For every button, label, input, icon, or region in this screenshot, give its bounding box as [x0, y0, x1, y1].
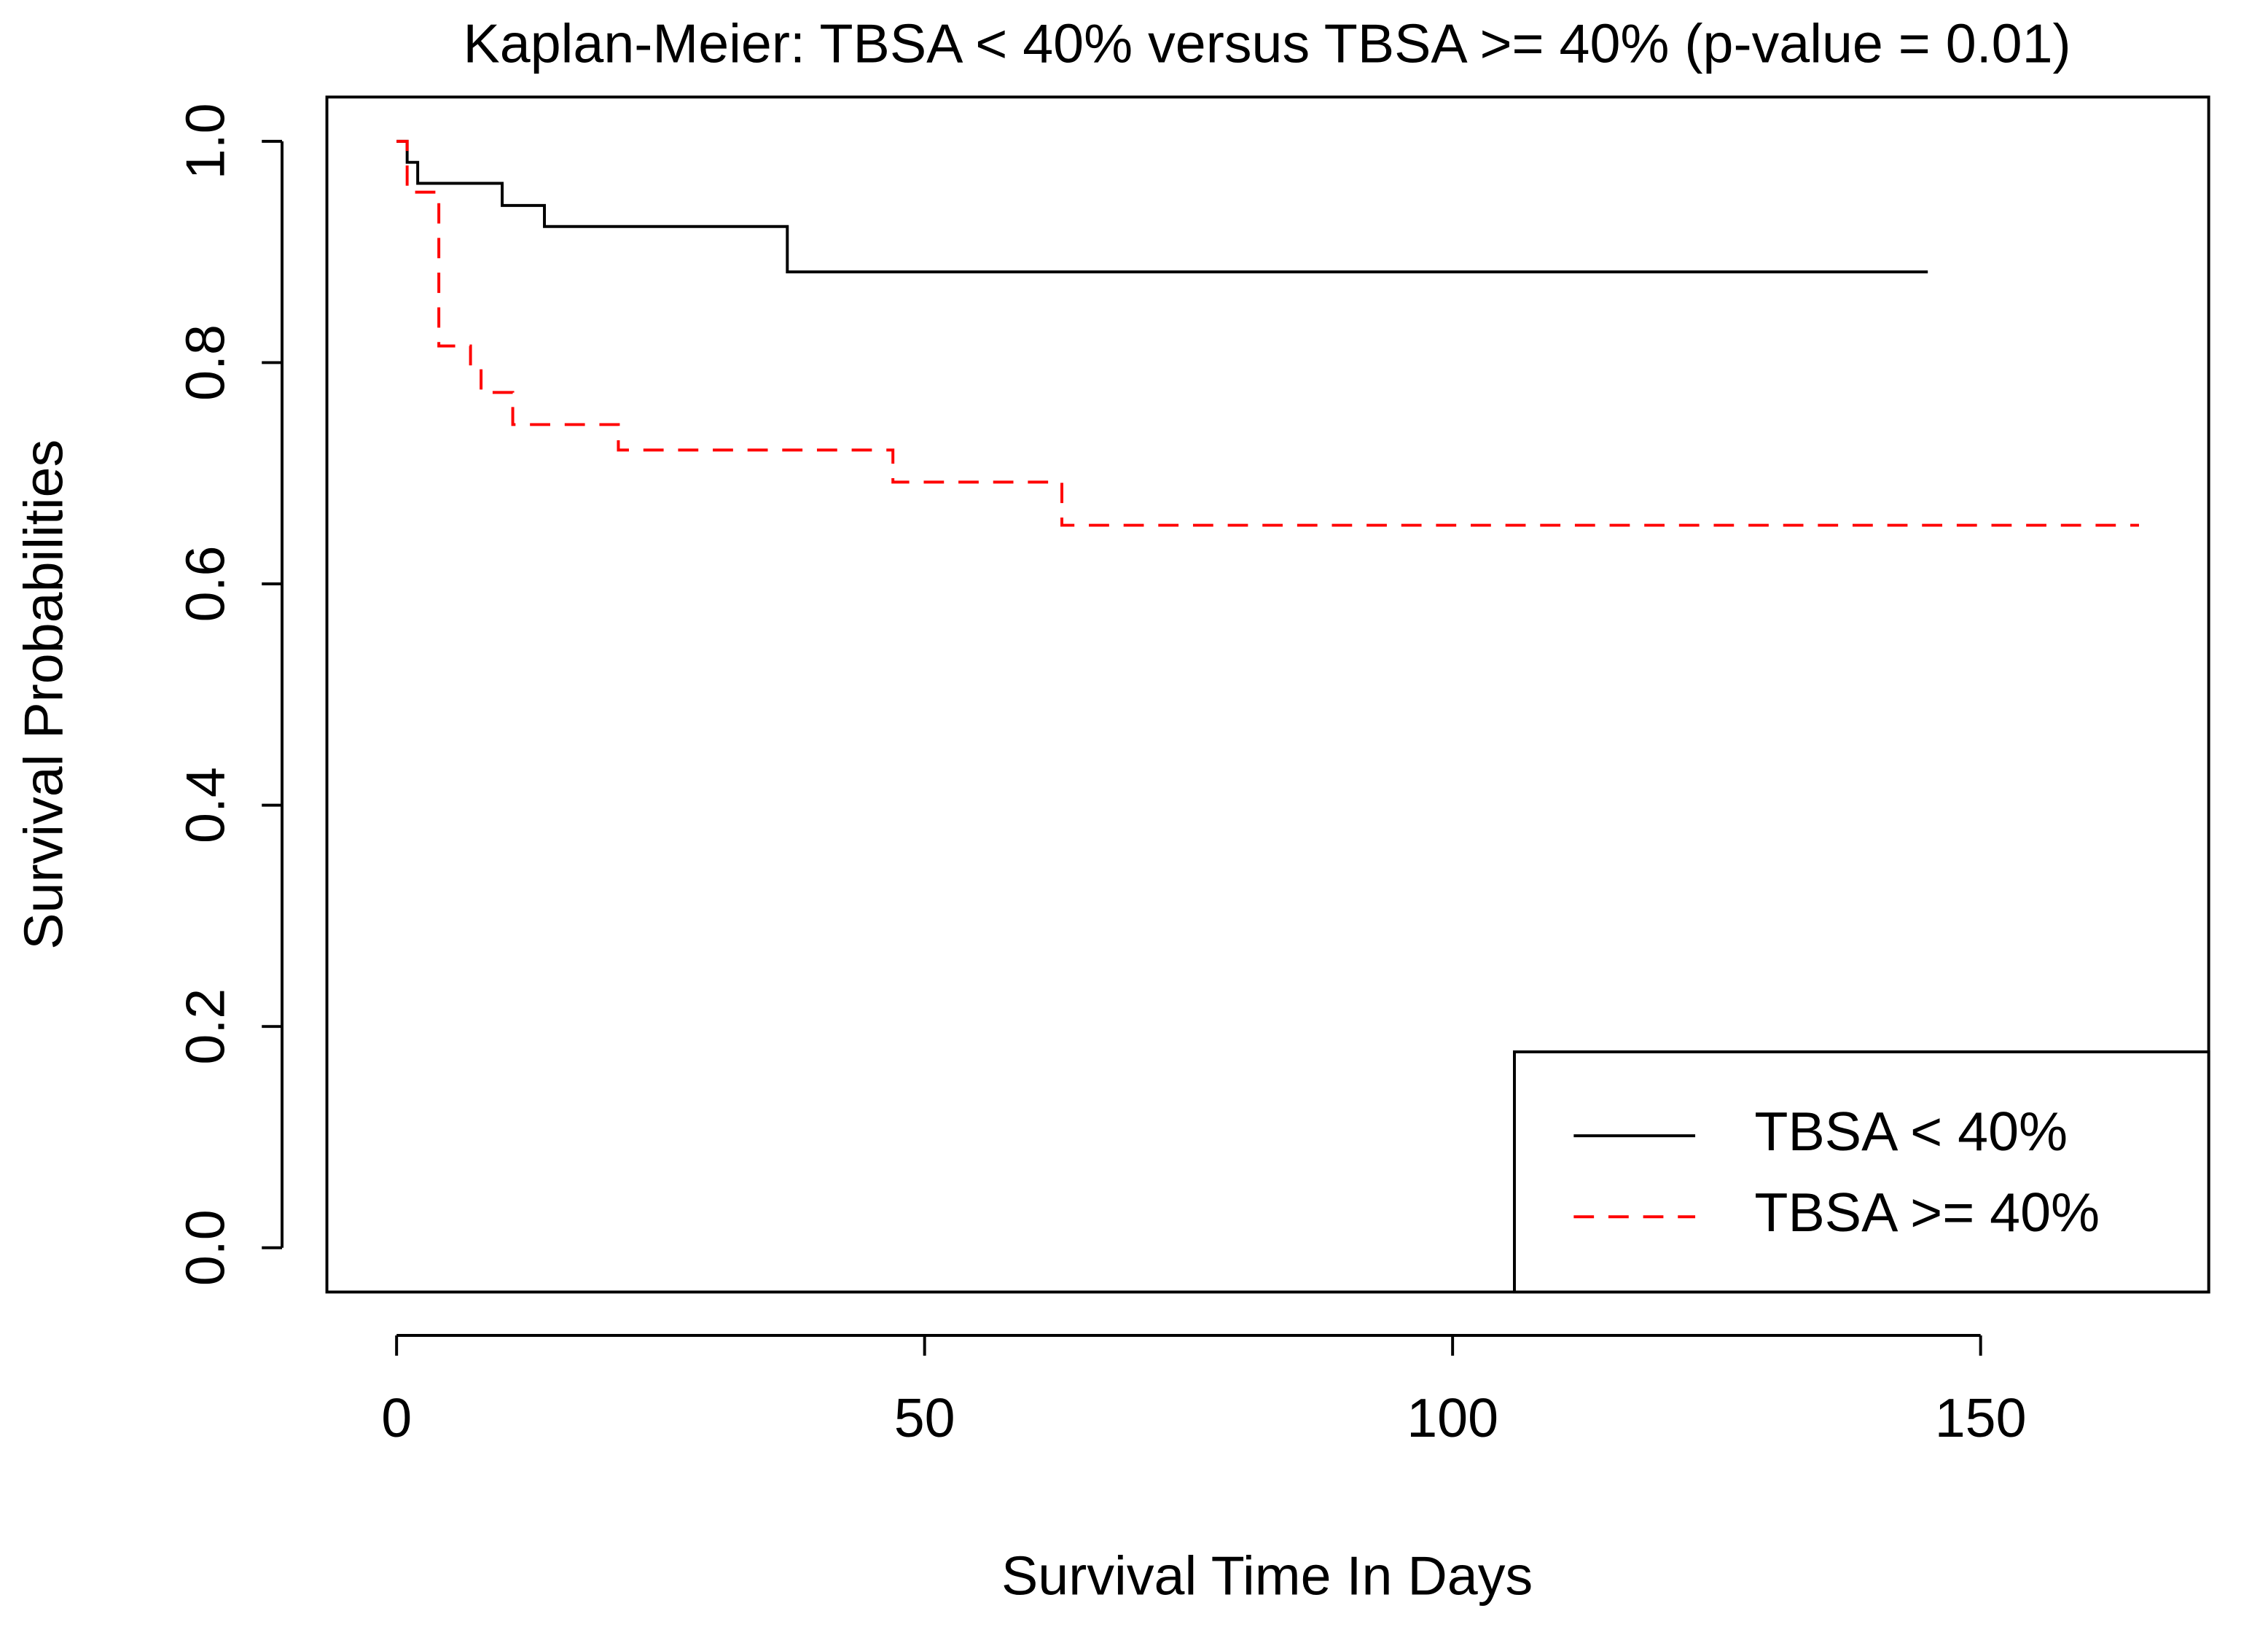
y-tick-label: 0.8 [175, 324, 236, 401]
x-tick-label: 0 [381, 1387, 412, 1448]
survival-curve [396, 139, 2139, 527]
x-axis-title: Survival Time In Days [1001, 1545, 1533, 1606]
x-tick-label: 50 [894, 1387, 955, 1448]
y-tick-label: 0.6 [175, 546, 236, 623]
legend-label: TBSA < 40% [1754, 1101, 2068, 1162]
y-tick-label: 0.4 [175, 767, 236, 843]
legend-label: TBSA >= 40% [1754, 1182, 2100, 1243]
x-tick-label: 100 [1407, 1387, 1498, 1448]
chart-title: Kaplan-Meier: TBSA < 40% versus TBSA >= … [464, 13, 2071, 74]
x-tick-label: 150 [1935, 1387, 2027, 1448]
legend-box [1512, 1050, 2210, 1294]
y-axis-title: Survival Probabilities [12, 440, 74, 950]
survival-curve [396, 139, 1928, 273]
y-tick-label: 0.0 [175, 1209, 236, 1286]
y-tick-label: 1.0 [175, 103, 236, 179]
y-tick-label: 0.2 [175, 988, 236, 1065]
plot-frame [325, 95, 2210, 1294]
